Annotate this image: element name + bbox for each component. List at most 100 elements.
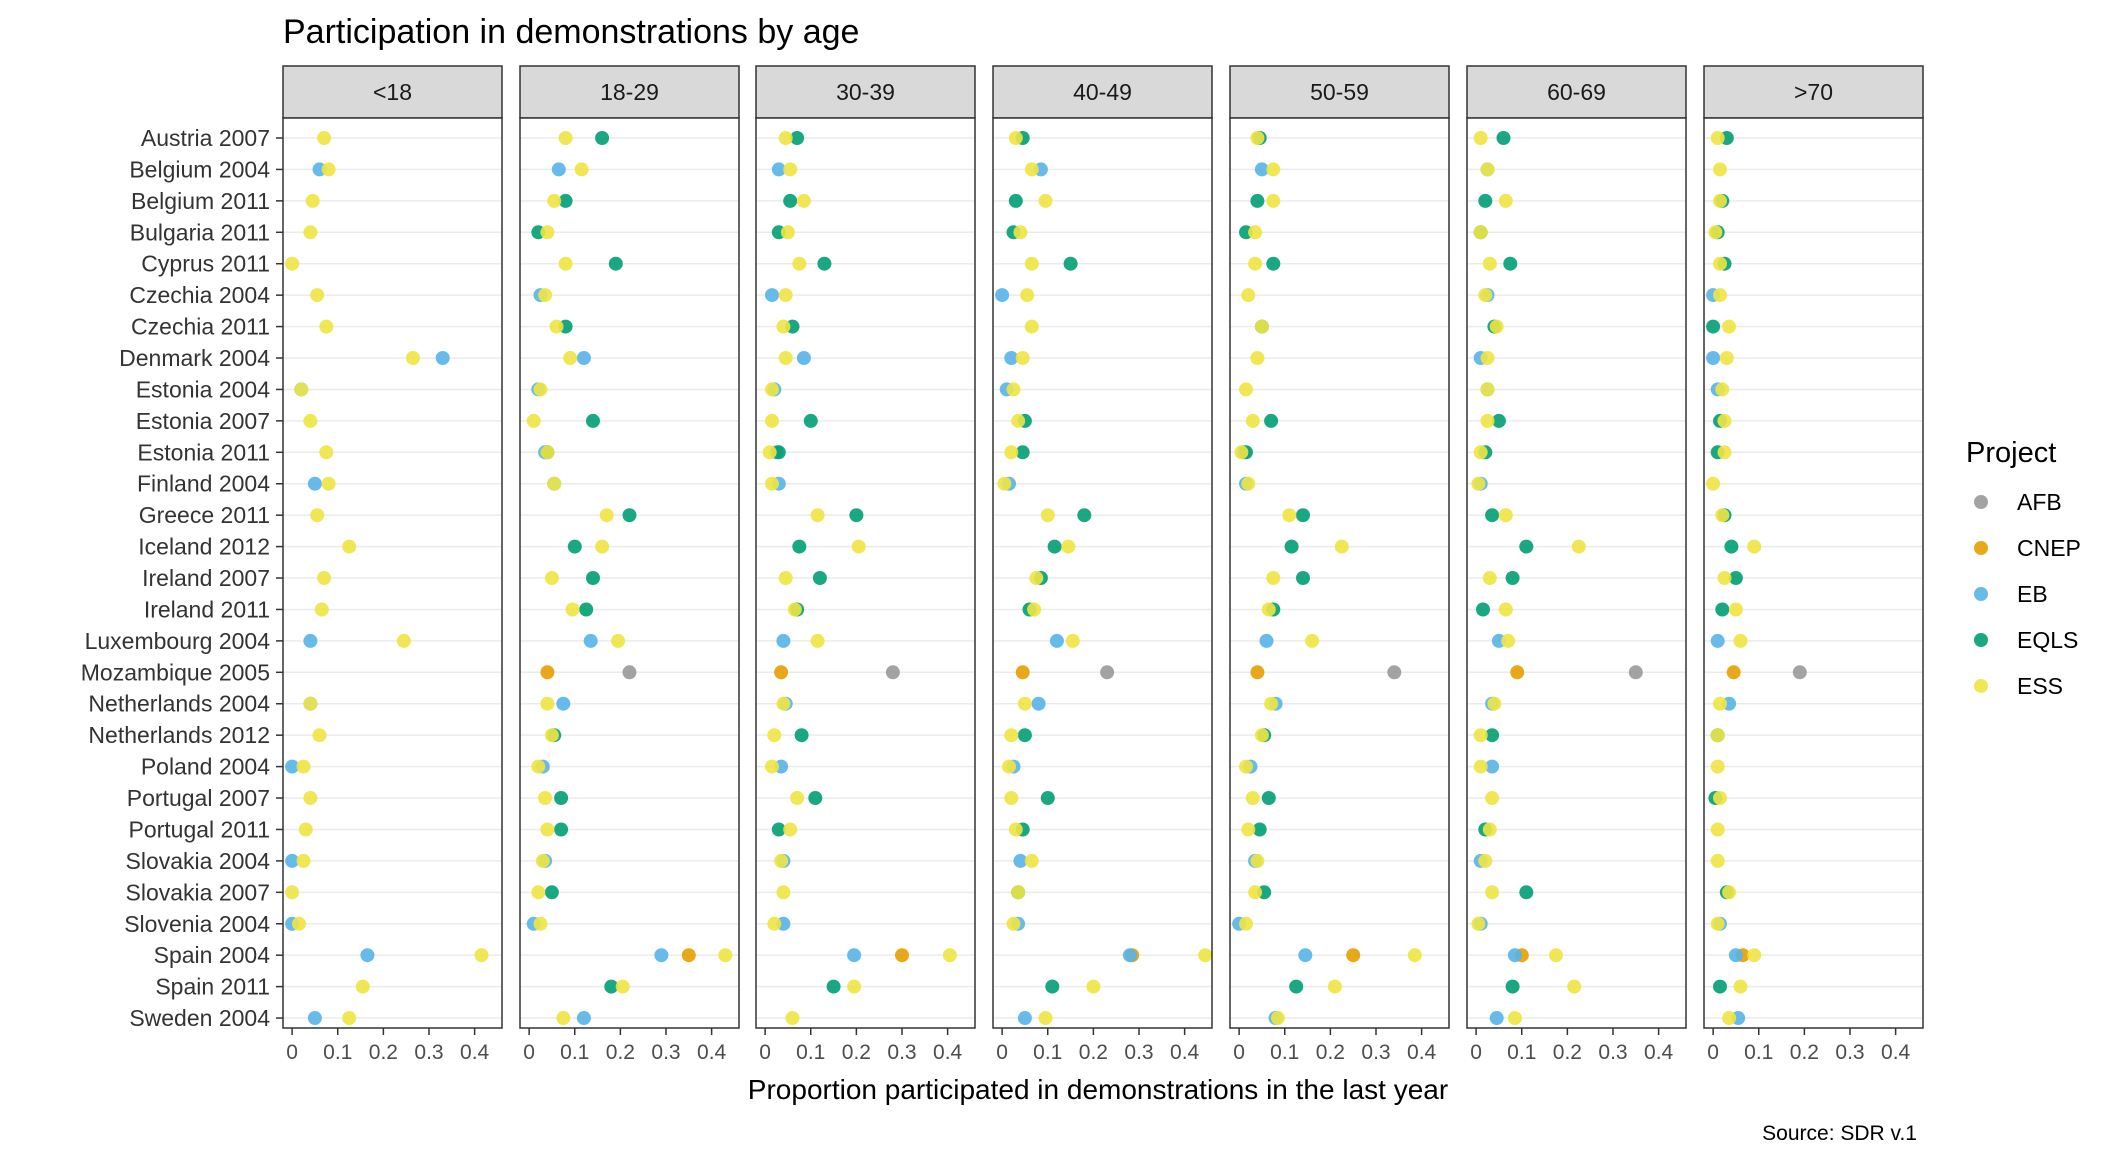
- data-point-ess: [1498, 193, 1513, 208]
- data-point-ess: [1241, 476, 1256, 491]
- data-point-ess: [1478, 853, 1493, 868]
- data-point-ess: [778, 288, 793, 303]
- data-point-eb: [847, 948, 862, 963]
- data-point-ess: [1282, 508, 1297, 523]
- data-point-ess: [1471, 476, 1486, 491]
- data-point-eb: [583, 633, 598, 648]
- data-point-ess: [396, 633, 411, 648]
- data-point-ess: [780, 225, 795, 240]
- y-tick-label: Belgium 2011: [131, 188, 270, 214]
- panel-border: [1466, 117, 1687, 1029]
- data-point-ess: [1038, 1011, 1053, 1025]
- data-point-cnep: [1015, 665, 1030, 680]
- panel-30-39: 30-39 0 0.1 0.2 0.3 0.4: [755, 65, 976, 1064]
- panel-background: [756, 118, 975, 1028]
- data-point-eqls: [808, 791, 823, 805]
- data-point-eb: [1031, 696, 1046, 711]
- data-point-ess: [1480, 413, 1495, 428]
- y-tick-label: Finland 2004: [137, 471, 270, 497]
- data-point-eqls: [1264, 413, 1279, 428]
- data-point-ess: [526, 413, 541, 428]
- data-point-cnep: [1346, 948, 1361, 963]
- legend-label: AFB: [2017, 489, 2062, 515]
- data-point-ess: [535, 853, 550, 868]
- data-point-ess: [1004, 445, 1019, 460]
- data-point-ess: [1038, 193, 1053, 208]
- data-point-cnep: [1510, 665, 1525, 680]
- data-point-ess: [1305, 633, 1320, 648]
- data-point-ess: [1234, 445, 1249, 460]
- facet-strip-label: 30-39: [836, 79, 895, 105]
- facet-strip: [282, 65, 503, 119]
- data-point-eqls: [1284, 539, 1299, 554]
- y-tick-label: Estonia 2004: [136, 376, 270, 402]
- y-tick-label: Slovakia 2004: [126, 848, 271, 874]
- data-point-ess: [314, 602, 329, 617]
- y-axis-tick-labels: Austria 2007 Belgium 2004 Belgium 2011 Bulg…: [81, 125, 283, 1031]
- data-point-eqls: [1519, 539, 1534, 554]
- y-tick-label: Netherlands 2004: [88, 691, 270, 717]
- data-point-ess: [556, 1011, 571, 1025]
- data-point-ess: [1239, 382, 1253, 397]
- data-point-ess: [1011, 413, 1026, 428]
- data-point-ess: [1708, 225, 1723, 240]
- data-point-ess: [796, 193, 811, 208]
- data-point-ess: [544, 571, 559, 585]
- data-point-ess: [406, 351, 420, 365]
- data-point-eqls: [794, 728, 809, 743]
- x-tick-label: 0.1: [560, 1041, 589, 1064]
- data-point-eqls: [1503, 256, 1518, 271]
- data-point-ess: [776, 319, 791, 334]
- data-point-ess: [1250, 131, 1265, 145]
- x-tick-label: 0.1: [796, 1041, 825, 1064]
- data-point-ess: [595, 539, 610, 554]
- data-point-ess: [847, 979, 862, 994]
- data-point-eqls: [1496, 131, 1511, 145]
- data-point-eqls: [1015, 445, 1030, 460]
- y-tick-label: Bulgaria 2011: [130, 219, 270, 245]
- data-point-ess: [1501, 633, 1516, 648]
- data-point-eqls: [1706, 319, 1721, 334]
- x-axis-label: Proportion participated in demonstration…: [748, 1074, 1448, 1105]
- data-point-ess: [1482, 571, 1497, 585]
- data-point-eqls: [1505, 979, 1520, 994]
- data-point-ess: [1715, 508, 1730, 523]
- data-point-ess: [1713, 162, 1727, 177]
- data-point-ess: [615, 979, 630, 994]
- y-tick-label: Denmark 2004: [119, 345, 270, 371]
- data-point-ess: [549, 319, 564, 334]
- data-point-ess: [574, 162, 589, 177]
- x-tick-label: 0: [759, 1041, 771, 1064]
- x-tick-label: 0.3: [887, 1041, 916, 1064]
- data-point-ess: [342, 1011, 357, 1025]
- data-point-ess: [1013, 225, 1028, 240]
- data-point-ess: [810, 508, 825, 523]
- data-point-ess: [1264, 696, 1279, 711]
- data-point-ess: [1250, 853, 1265, 868]
- legend-items: AFB CNEP EB EQLS ESS: [1974, 489, 2081, 699]
- data-point-ess: [942, 948, 957, 963]
- data-point-eqls: [1491, 413, 1506, 428]
- x-tick-label: 0: [1233, 1041, 1245, 1064]
- legend-item-eb: EB: [1974, 581, 2048, 607]
- data-point-ess: [1710, 853, 1725, 868]
- legend-label: EB: [2017, 581, 2048, 607]
- data-point-ess: [298, 822, 313, 837]
- data-point-cnep: [1250, 665, 1265, 680]
- data-point-eb: [1489, 1011, 1504, 1025]
- data-point-ess: [317, 131, 332, 145]
- data-point-ess: [1719, 351, 1734, 365]
- data-point-ess: [292, 916, 306, 931]
- data-point-ess: [1471, 916, 1486, 931]
- data-point-ess: [285, 885, 300, 900]
- facet-strip: [1703, 65, 1924, 119]
- data-point-eqls: [595, 131, 610, 145]
- data-point-ess: [305, 193, 320, 208]
- data-point-eqls: [1261, 791, 1276, 805]
- data-point-afb: [1100, 665, 1115, 680]
- data-point-eqls: [1476, 602, 1490, 617]
- data-point-eqls: [579, 602, 594, 617]
- facet-strip-label: 50-59: [1310, 79, 1369, 105]
- data-point-eb: [576, 1011, 591, 1025]
- data-point-eb: [1507, 948, 1522, 963]
